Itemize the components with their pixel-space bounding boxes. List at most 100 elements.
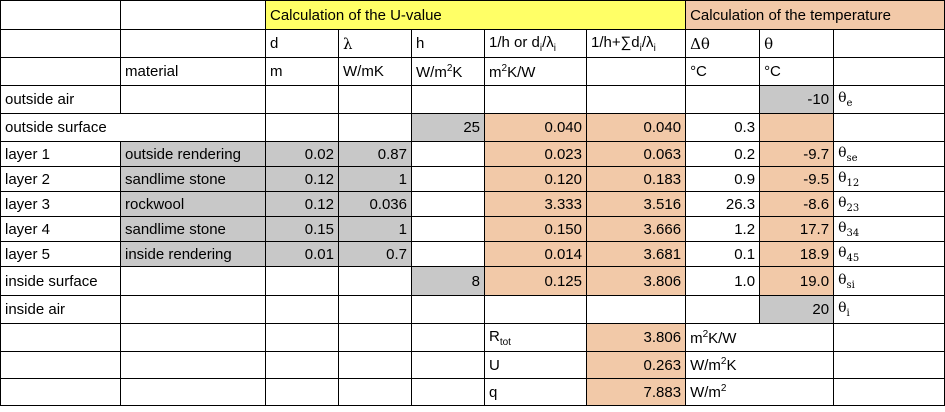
lambda-symbol-header[interactable]: λ: [338, 29, 412, 58]
material-cell[interactable]: inside rendering: [120, 241, 266, 267]
material-cell[interactable]: rockwool: [120, 191, 266, 217]
cumulative-cell[interactable]: 3.516: [585, 191, 687, 217]
lambda-cell[interactable]: [338, 266, 412, 296]
theta-cell[interactable]: 17.7: [759, 216, 835, 242]
row-label[interactable]: layer 3: [0, 191, 121, 217]
theta-cell[interactable]: -10: [759, 85, 835, 114]
h-cell[interactable]: [411, 141, 485, 167]
uvalue-group-header[interactable]: Calculation of the U-value: [264, 0, 687, 30]
resistance-cell[interactable]: 0.120: [484, 166, 587, 192]
theta-label-cell[interactable]: θ23: [833, 191, 945, 217]
cell-empty[interactable]: [265, 351, 339, 379]
delta-theta-cell[interactable]: 1.2: [685, 216, 761, 242]
lambda-cell[interactable]: 0.87: [338, 141, 412, 167]
theta-label-cell[interactable]: θ45: [833, 241, 945, 267]
theta-cell[interactable]: 18.9: [759, 241, 835, 267]
h-cell[interactable]: [411, 191, 485, 217]
q-unit[interactable]: W/m2: [685, 378, 835, 406]
cell-empty[interactable]: [265, 378, 339, 406]
theta-label-cell[interactable]: θ12: [833, 166, 945, 192]
resistance-cell[interactable]: 0.125: [484, 266, 587, 296]
lambda-cell[interactable]: [338, 113, 412, 142]
d-cell[interactable]: [265, 266, 339, 296]
lambda-cell[interactable]: [338, 85, 412, 114]
cell-empty[interactable]: [833, 351, 945, 379]
d-cell[interactable]: [265, 295, 339, 324]
cumulative-cell[interactable]: 0.183: [585, 166, 687, 192]
theta-symbol-header[interactable]: θ: [759, 29, 835, 58]
lambda-unit-header[interactable]: W/mK: [338, 57, 412, 86]
resistance-cell[interactable]: 0.040: [484, 113, 587, 142]
resistance-cell[interactable]: [484, 85, 587, 114]
row-label[interactable]: inside air: [0, 295, 121, 324]
rtot-unit[interactable]: m2K/W: [685, 323, 835, 352]
theta-label-cell[interactable]: θe: [833, 85, 945, 114]
row-label[interactable]: layer 2: [0, 166, 121, 192]
rtot-value[interactable]: 3.806: [585, 323, 687, 352]
d-cell[interactable]: 0.12: [265, 166, 339, 192]
rtot-label[interactable]: Rtot: [484, 323, 587, 352]
delta-theta-cell[interactable]: [685, 295, 761, 324]
u-label[interactable]: U: [484, 351, 587, 379]
row-label[interactable]: layer 4: [0, 216, 121, 242]
delta-theta-cell[interactable]: 0.3: [685, 113, 761, 142]
cell-empty[interactable]: [833, 57, 945, 86]
delta-theta-cell[interactable]: 0.9: [685, 166, 761, 192]
delta-theta-cell[interactable]: 26.3: [685, 191, 761, 217]
d-cell[interactable]: 0.02: [265, 141, 339, 167]
cumulative-cell[interactable]: 0.063: [585, 141, 687, 167]
theta-label-cell[interactable]: θsi: [833, 266, 945, 296]
lambda-cell[interactable]: 0.7: [338, 241, 412, 267]
cell-empty[interactable]: [120, 323, 266, 352]
cell-empty[interactable]: [265, 323, 339, 352]
d-cell[interactable]: 0.15: [265, 216, 339, 242]
h-symbol-header[interactable]: h: [411, 29, 485, 58]
cell-empty[interactable]: [411, 351, 485, 379]
cumulative-cell[interactable]: 3.681: [585, 241, 687, 267]
cell-empty[interactable]: [120, 351, 266, 379]
cell-empty[interactable]: [411, 323, 485, 352]
theta-unit-header[interactable]: °C: [759, 57, 835, 86]
lambda-cell[interactable]: 0.036: [338, 191, 412, 217]
q-label[interactable]: q: [484, 378, 587, 406]
u-value[interactable]: 0.263: [585, 351, 687, 379]
cell-empty[interactable]: [0, 351, 121, 379]
resistance-cell[interactable]: 0.023: [484, 141, 587, 167]
cell-empty[interactable]: [0, 29, 121, 58]
resistance-cell[interactable]: [484, 295, 587, 324]
row-label[interactable]: layer 5: [0, 241, 121, 267]
material-cell[interactable]: [120, 295, 266, 324]
row-label[interactable]: outside surface: [0, 113, 266, 142]
h-cell[interactable]: [411, 216, 485, 242]
material-cell[interactable]: outside rendering: [120, 141, 266, 167]
row-label[interactable]: layer 1: [0, 141, 121, 167]
lambda-cell[interactable]: [338, 295, 412, 324]
cumulative-cell[interactable]: 0.040: [585, 113, 687, 142]
cell-empty[interactable]: [411, 378, 485, 406]
resistance-symbol-header[interactable]: 1/h or di/λi: [484, 29, 587, 58]
temperature-group-header[interactable]: Calculation of the temperature: [685, 0, 945, 30]
delta-theta-symbol-header[interactable]: Δθ: [685, 29, 761, 58]
d-cell[interactable]: [265, 113, 339, 142]
material-cell[interactable]: [120, 85, 266, 114]
h-cell[interactable]: [411, 166, 485, 192]
d-cell[interactable]: 0.12: [265, 191, 339, 217]
row-label[interactable]: inside surface: [0, 266, 121, 296]
cell-empty[interactable]: [833, 378, 945, 406]
delta-theta-cell[interactable]: 1.0: [685, 266, 761, 296]
cell-empty[interactable]: [120, 29, 266, 58]
delta-theta-unit-header[interactable]: °C: [685, 57, 761, 86]
cell-empty[interactable]: [833, 323, 945, 352]
theta-cell[interactable]: 19.0: [759, 266, 835, 296]
cumulative-cell[interactable]: [585, 295, 687, 324]
material-header[interactable]: material: [120, 57, 266, 86]
cell-empty[interactable]: [0, 57, 121, 86]
u-unit[interactable]: W/m2K: [685, 351, 835, 379]
row-label[interactable]: outside air: [0, 85, 121, 114]
q-value[interactable]: 7.883: [585, 378, 687, 406]
theta-cell[interactable]: -8.6: [759, 191, 835, 217]
material-cell[interactable]: sandlime stone: [120, 216, 266, 242]
lambda-cell[interactable]: 1: [338, 166, 412, 192]
d-unit-header[interactable]: m: [265, 57, 339, 86]
resistance-cell[interactable]: 3.333: [484, 191, 587, 217]
